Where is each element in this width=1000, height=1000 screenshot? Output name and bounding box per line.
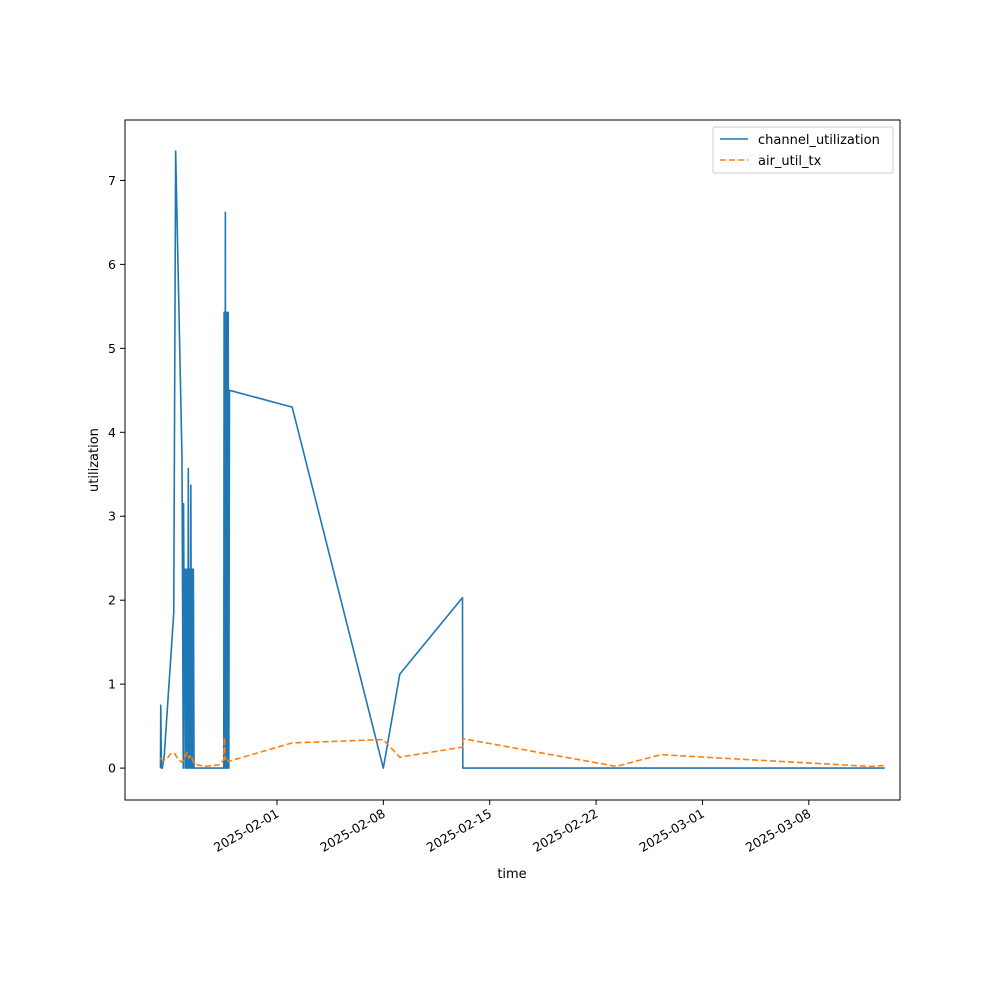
- series-line-air-util-tx: [159, 736, 885, 768]
- y-tick-label: 5: [108, 341, 116, 356]
- legend-box: [712, 126, 894, 174]
- y-tick-label: 2: [108, 593, 116, 608]
- x-axis-label: time: [497, 867, 526, 882]
- y-tick-label: 6: [108, 257, 116, 272]
- y-tick-label: 4: [108, 425, 116, 440]
- y-tick-label: 3: [108, 509, 116, 524]
- y-tick-label: 7: [108, 173, 116, 188]
- series-line-channel-utilization: [159, 150, 885, 769]
- series-layer: [159, 150, 885, 769]
- plot-frame: [124, 119, 901, 801]
- y-tick-label: 1: [108, 677, 116, 692]
- y-axis-label: utilization: [87, 428, 102, 492]
- y-axis-ticks: 0 1 2 3 4 5 6 7: [108, 173, 125, 776]
- legend-label-channel-utilization: channel_utilization: [758, 133, 880, 148]
- y-tick-label: 0: [108, 761, 116, 776]
- legend-label-air-util-tx: air_util_tx: [758, 154, 822, 169]
- legend: channel_utilization air_util_tx: [712, 126, 894, 174]
